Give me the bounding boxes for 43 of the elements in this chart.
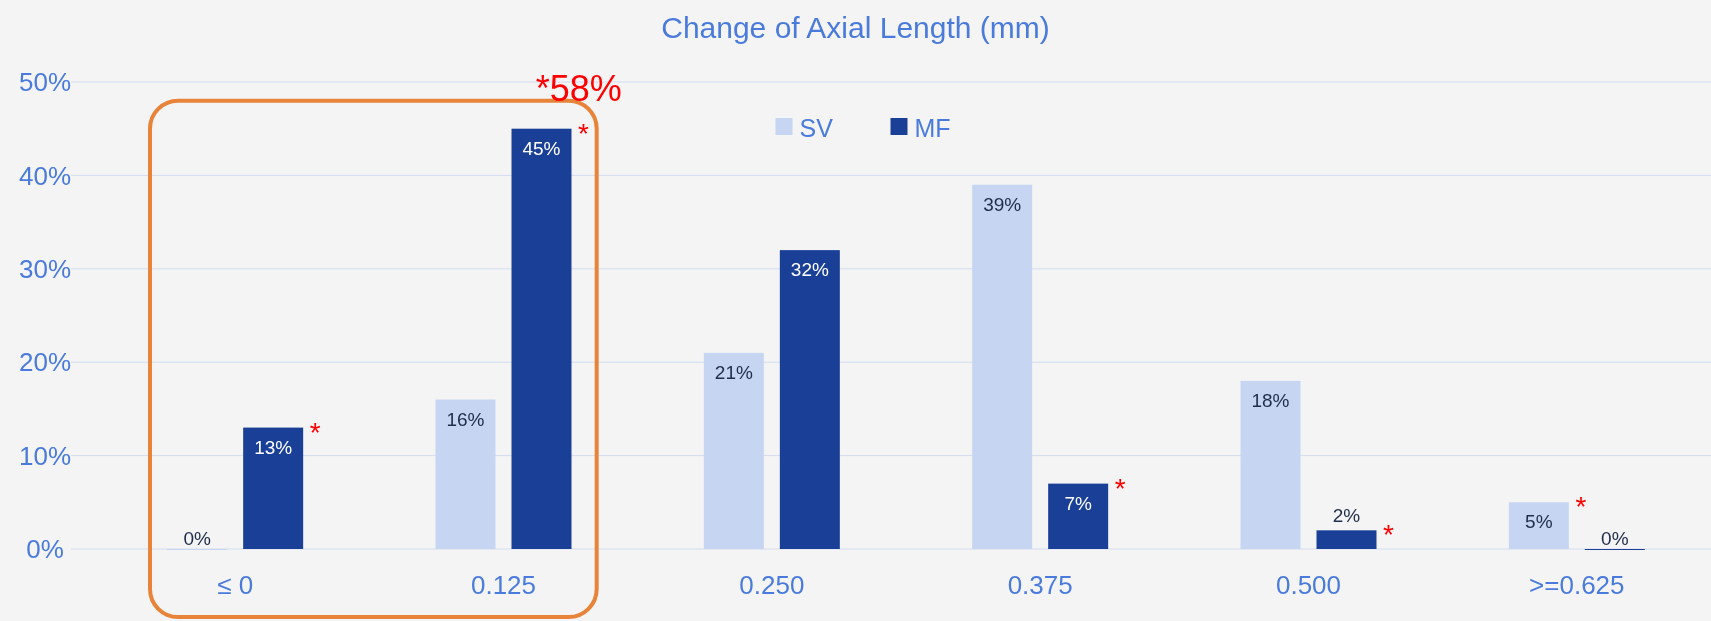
y-tick-label: 40% (18, 160, 72, 191)
chart-title: Change of Axial Length (mm) (661, 11, 1050, 44)
data-label: 2% (1332, 505, 1361, 527)
annotation: * (1575, 491, 1587, 523)
x-tick-label: 0.375 (1007, 570, 1073, 600)
bar (435, 399, 496, 549)
bar (972, 184, 1033, 549)
x-tick-label: 0.125 (470, 570, 537, 600)
bar (1048, 483, 1109, 549)
annotation: * (309, 416, 321, 448)
y-tick-label: 0% (26, 534, 64, 565)
data-label: 0% (1601, 528, 1629, 549)
x-tick-label: >=0.625 (1529, 570, 1625, 600)
bar (703, 352, 764, 549)
annotation: *58% (535, 67, 622, 109)
data-label: 32% (790, 259, 829, 281)
annotation: * (1383, 519, 1395, 551)
data-label: 0% (183, 528, 211, 549)
data-label: 39% (983, 193, 1022, 215)
data-label: 21% (714, 361, 753, 383)
bar (1316, 530, 1377, 549)
data-label: 16% (446, 408, 485, 430)
annotation: * (1114, 472, 1126, 504)
legend-label: SV (799, 113, 834, 142)
y-tick-label: 10% (18, 440, 72, 471)
bar (1508, 502, 1569, 549)
bar (779, 250, 840, 549)
data-label: 18% (1251, 389, 1290, 411)
x-tick-label: 0.500 (1275, 570, 1342, 600)
x-tick-label: 0.250 (739, 570, 805, 600)
annotation: * (578, 117, 590, 149)
y-tick-label: 30% (18, 253, 72, 284)
x-tick-label: ≤ 0 (217, 570, 254, 600)
y-tick-label: 50% (18, 67, 72, 98)
data-label: 13% (254, 436, 293, 458)
bar (243, 427, 304, 549)
y-tick-label: 20% (18, 347, 72, 378)
data-label: 45% (522, 137, 561, 159)
data-label: 7% (1064, 492, 1092, 514)
legend-label: MF (914, 113, 951, 142)
bar (1240, 380, 1301, 549)
data-label: 5% (1525, 511, 1553, 533)
bar (511, 128, 572, 549)
